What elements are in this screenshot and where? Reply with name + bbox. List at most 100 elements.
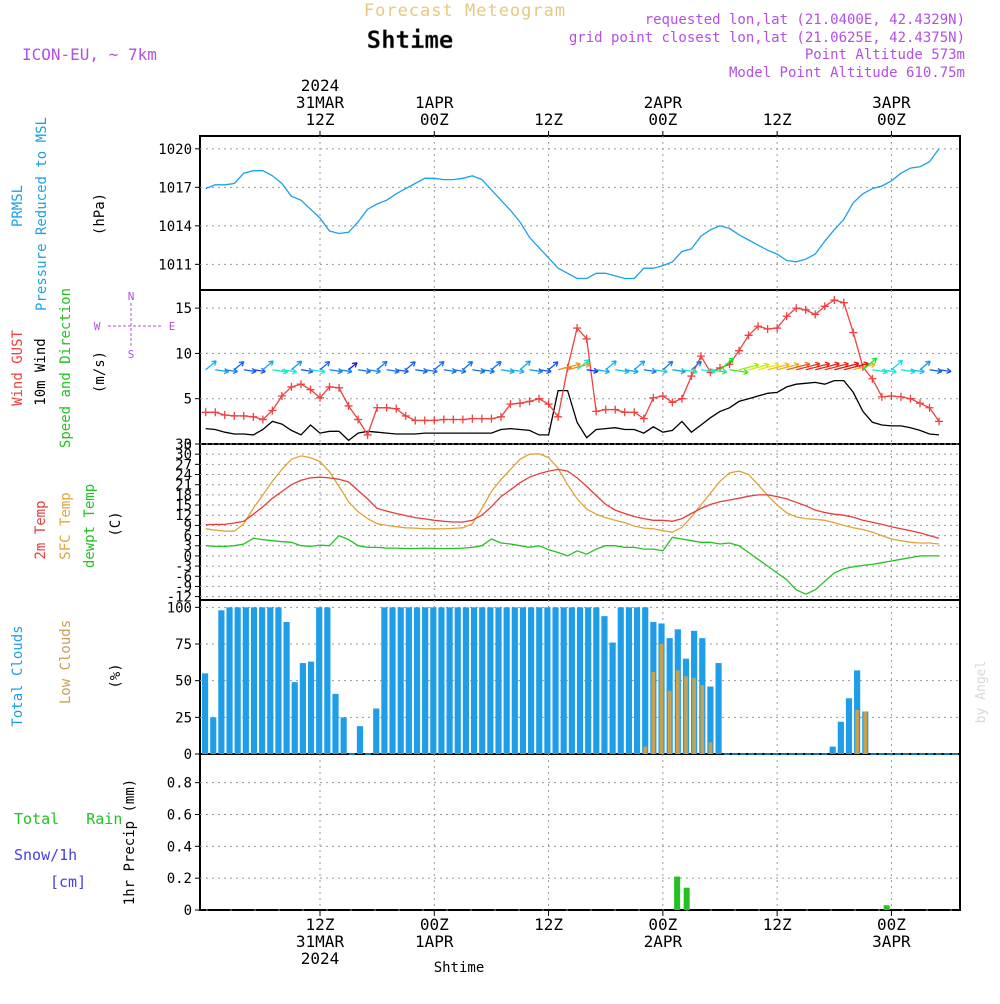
cloud-total-bar xyxy=(405,607,412,754)
wind-gust-point xyxy=(411,416,420,425)
precip-snow-label: Snow/1h xyxy=(14,846,77,864)
wind-dir-arrow xyxy=(319,361,331,371)
cloud-low-bar xyxy=(675,670,680,754)
cloud-total-bar xyxy=(519,607,527,754)
wind-dir-arrowhead xyxy=(743,368,749,376)
time-label-bottom: 12Z xyxy=(534,915,563,934)
wind-dir-arrow xyxy=(472,369,485,373)
cloud-total-bar xyxy=(307,661,315,754)
wind-dir-arrow xyxy=(462,361,473,371)
wind-dir-arrow xyxy=(453,369,466,373)
pressure-unit: (hPa) xyxy=(92,193,108,235)
ytick-label-temp: -6 xyxy=(175,569,192,585)
wind-gust-point xyxy=(487,414,496,423)
wind-gust-point xyxy=(249,412,258,421)
wind-dir-arrow xyxy=(415,369,428,373)
wind-dir-arrow xyxy=(548,361,559,371)
cloud-total-bar xyxy=(609,642,616,754)
wind-gust-point xyxy=(792,304,801,313)
wind-gust-point xyxy=(782,312,791,321)
wind-dir-arrow xyxy=(300,369,314,373)
wind-gust-point xyxy=(201,408,210,417)
wind-dir-arrow xyxy=(376,360,388,371)
wind-gust-point xyxy=(439,415,448,424)
wind-dir-arrow xyxy=(662,360,674,371)
wind-dir-arrow xyxy=(624,369,639,373)
wind-gust-point xyxy=(877,392,886,401)
ytick-label-temp: 12 xyxy=(175,508,192,524)
cloud-low-bar xyxy=(667,690,672,754)
wind-dir-arrow xyxy=(281,369,297,373)
cloud-total-bar xyxy=(503,607,510,754)
wind-dir-arrowhead xyxy=(891,368,897,375)
wind-dir-arrow xyxy=(710,369,727,373)
wind-dir-arrow xyxy=(738,364,759,371)
wind-dir-arrowhead xyxy=(611,360,617,366)
cloud-total-bar xyxy=(593,607,600,754)
time-label-top: 00Z xyxy=(877,110,906,129)
wind-gust-point xyxy=(658,391,667,400)
wind-gust-point xyxy=(601,405,610,414)
temp-dewpt-label: dewpt Temp xyxy=(82,484,98,568)
wind-gust-point xyxy=(544,400,553,409)
time-label-bottom: 2024 xyxy=(301,949,340,968)
pressure-label-prmsl: PRMSL xyxy=(10,185,26,227)
wind-dir-arrowhead xyxy=(593,367,599,374)
time-label-bottom: 12Z xyxy=(306,915,335,934)
time-label-top: 1APR xyxy=(415,93,454,112)
wind-dir-arrow xyxy=(396,369,409,373)
wind-gust-point xyxy=(239,411,248,420)
wind-gust-point xyxy=(639,414,648,423)
cloud-low-bar xyxy=(684,676,688,754)
ytick-label-clouds: 25 xyxy=(175,710,192,726)
ytick-label-temp: 15 xyxy=(175,498,192,514)
wind-gust-point xyxy=(887,391,896,400)
cloud-total-bar xyxy=(316,607,323,754)
wind-gust-point xyxy=(668,398,677,407)
wind-dir-arrow xyxy=(748,363,770,371)
ytick-label-wind: 5 xyxy=(184,392,192,408)
wind-dir-arrow xyxy=(538,369,552,373)
time-label-top: 12Z xyxy=(306,110,335,129)
cloud-total-bar xyxy=(218,610,225,754)
cloud-total-bar xyxy=(544,607,551,754)
ytick-label-precip: 0 xyxy=(184,903,192,919)
cloud-total-bar xyxy=(373,708,380,754)
time-label-bottom: 3APR xyxy=(872,932,911,951)
time-label-top: 12Z xyxy=(534,110,563,129)
compass-n: N xyxy=(128,290,135,303)
time-label-top: 3APR xyxy=(872,93,911,112)
temp-2m-label: 2m Temp xyxy=(33,500,49,559)
wind-dir-arrow xyxy=(367,369,381,373)
cloud-total-bar xyxy=(430,607,437,754)
wind-dir-arrow xyxy=(767,363,790,371)
wind-10m-label: 10m Wind xyxy=(33,338,49,405)
wind-gust-point xyxy=(287,382,296,391)
temp-unit: (C) xyxy=(108,511,124,536)
wind-dir-arrow xyxy=(719,357,735,371)
wind-dir-arrow xyxy=(586,369,599,373)
wind-gust-point xyxy=(535,394,544,403)
cloud-total-bar xyxy=(536,607,543,754)
ytick-label-wind: 15 xyxy=(175,301,192,317)
cloud-low-bar xyxy=(692,677,696,754)
cloud-low-bar xyxy=(855,710,859,754)
time-label-bottom: 00Z xyxy=(877,915,906,934)
precip-cm-label: [cm] xyxy=(50,873,86,891)
wind-dir-arrowhead xyxy=(696,360,702,367)
pressure-line xyxy=(205,148,940,280)
compass-e: E xyxy=(169,320,176,333)
wind-10m-line xyxy=(205,379,940,442)
ytick-label-clouds: 50 xyxy=(175,674,192,690)
wind-unit: (m/s) xyxy=(92,351,108,393)
temp-2m-line xyxy=(205,468,940,539)
wind-gust-point xyxy=(573,324,582,333)
model-altitude: Model Point Altitude 610.75m xyxy=(729,65,965,81)
wind-gust-point xyxy=(449,415,458,424)
wind-gust-point xyxy=(277,391,286,400)
time-label-bottom: 12Z xyxy=(763,915,792,934)
clouds-total-label: Total Clouds xyxy=(10,625,26,726)
wind-dir-arrow xyxy=(815,362,840,371)
wind-dir-arrowhead xyxy=(438,360,445,367)
